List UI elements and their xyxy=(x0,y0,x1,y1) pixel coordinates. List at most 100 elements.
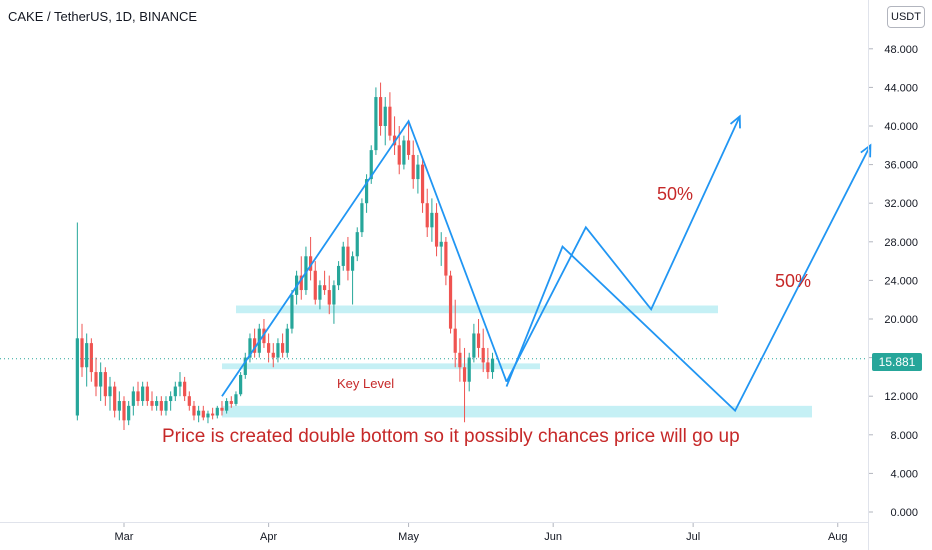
candle-body xyxy=(346,246,350,271)
candle-body xyxy=(336,265,341,286)
arrow-head xyxy=(860,143,872,158)
candle-body xyxy=(355,232,359,257)
price-axis-ticks: 0.0004.0008.00012.00016.00020.00024.0002… xyxy=(868,44,918,519)
candle-body xyxy=(136,391,140,402)
candle-body xyxy=(360,203,364,233)
candle-body xyxy=(94,372,98,387)
candle-body xyxy=(416,164,420,180)
candle-body xyxy=(383,106,387,126)
candle-body xyxy=(122,401,126,421)
candle-body xyxy=(481,347,485,363)
chart-title: CAKE / TetherUS, 1D, BINANCE xyxy=(8,9,198,24)
y-tick-label: 44.000 xyxy=(884,82,918,94)
y-tick-label: 4.000 xyxy=(890,468,918,480)
candle-body xyxy=(467,357,471,382)
candle-body xyxy=(309,256,313,271)
candle-body xyxy=(364,179,369,204)
projection-paths xyxy=(221,114,872,413)
candle-body xyxy=(397,145,401,165)
x-tick-label: Mar xyxy=(115,531,134,543)
candles xyxy=(75,82,495,430)
candle-body xyxy=(239,374,243,395)
candle-body xyxy=(378,97,383,126)
arrow-head xyxy=(729,114,741,129)
candle-body xyxy=(425,203,429,228)
candle-body xyxy=(197,410,201,416)
candle-body xyxy=(253,338,257,353)
candle-body xyxy=(248,338,252,358)
candle-body xyxy=(341,246,345,266)
candle-body xyxy=(327,290,331,305)
candle-body xyxy=(117,401,121,411)
candle-body xyxy=(243,357,247,375)
support-zone xyxy=(236,305,718,314)
probability-label-b: 50% xyxy=(775,271,811,291)
candle-body xyxy=(444,241,448,276)
candle-body xyxy=(211,413,215,416)
candle-body xyxy=(486,362,490,373)
candle-body xyxy=(276,343,280,358)
candle-body xyxy=(313,270,317,300)
candle-body xyxy=(369,150,373,180)
candle-body xyxy=(192,405,196,416)
candle-body xyxy=(80,338,84,368)
candle-body xyxy=(164,401,168,411)
candle-body xyxy=(453,328,457,353)
candle-body xyxy=(150,401,154,406)
y-tick-label: 20.000 xyxy=(884,314,918,326)
candle-body xyxy=(99,372,103,387)
y-tick-label: 40.000 xyxy=(884,121,918,133)
candle-body xyxy=(113,386,117,411)
candle-body xyxy=(439,241,443,247)
candle-body xyxy=(215,407,219,416)
candle-body xyxy=(290,294,294,329)
candle-body xyxy=(89,343,93,373)
candle-body xyxy=(103,372,107,397)
projection-path-2 xyxy=(505,144,872,413)
candle-body xyxy=(127,405,131,421)
candle-body xyxy=(141,386,145,402)
candle-body xyxy=(388,106,392,136)
candle-body xyxy=(173,386,177,397)
candle-body xyxy=(229,401,233,404)
candle-body xyxy=(430,212,434,228)
candle-body xyxy=(169,396,173,402)
support-zone xyxy=(222,363,540,370)
candle-body xyxy=(178,381,182,387)
time-axis-ticks: Mar Apr May Jun Jul Aug xyxy=(115,522,848,543)
key-level-label: Key Level xyxy=(337,376,394,391)
x-tick-label: May xyxy=(398,531,419,543)
candle-body xyxy=(131,391,135,406)
price-axis-separator xyxy=(868,0,869,550)
candle-body xyxy=(318,285,322,300)
candle-body xyxy=(374,97,378,151)
candle-body xyxy=(267,343,271,353)
y-tick-label: 24.000 xyxy=(884,275,918,287)
y-tick-label: 48.000 xyxy=(884,44,918,56)
x-tick-label: Jun xyxy=(544,531,562,543)
currency-unit-button[interactable]: USDT xyxy=(887,6,925,28)
probability-label-a: 50% xyxy=(657,184,693,204)
time-axis-separator xyxy=(0,522,868,523)
candle-body xyxy=(402,140,406,165)
y-tick-label: 12.000 xyxy=(884,391,918,403)
candle-body xyxy=(434,212,439,247)
candle-body xyxy=(420,164,425,204)
candle-body xyxy=(448,275,453,329)
candle-body xyxy=(155,401,159,406)
candle-body xyxy=(159,401,163,411)
candle-body xyxy=(225,401,229,411)
y-tick-label: 32.000 xyxy=(884,198,918,210)
x-tick-label: Aug xyxy=(828,531,848,543)
candle-body xyxy=(332,285,336,305)
swing-trace xyxy=(221,119,508,397)
candle-body xyxy=(281,343,285,353)
candle-body xyxy=(271,352,275,358)
candle-body xyxy=(234,394,238,404)
candle-body xyxy=(472,333,476,358)
candle-body xyxy=(322,285,327,291)
y-tick-label: 28.000 xyxy=(884,237,918,249)
x-tick-label: Jul xyxy=(686,531,700,543)
candle-body xyxy=(206,413,210,418)
